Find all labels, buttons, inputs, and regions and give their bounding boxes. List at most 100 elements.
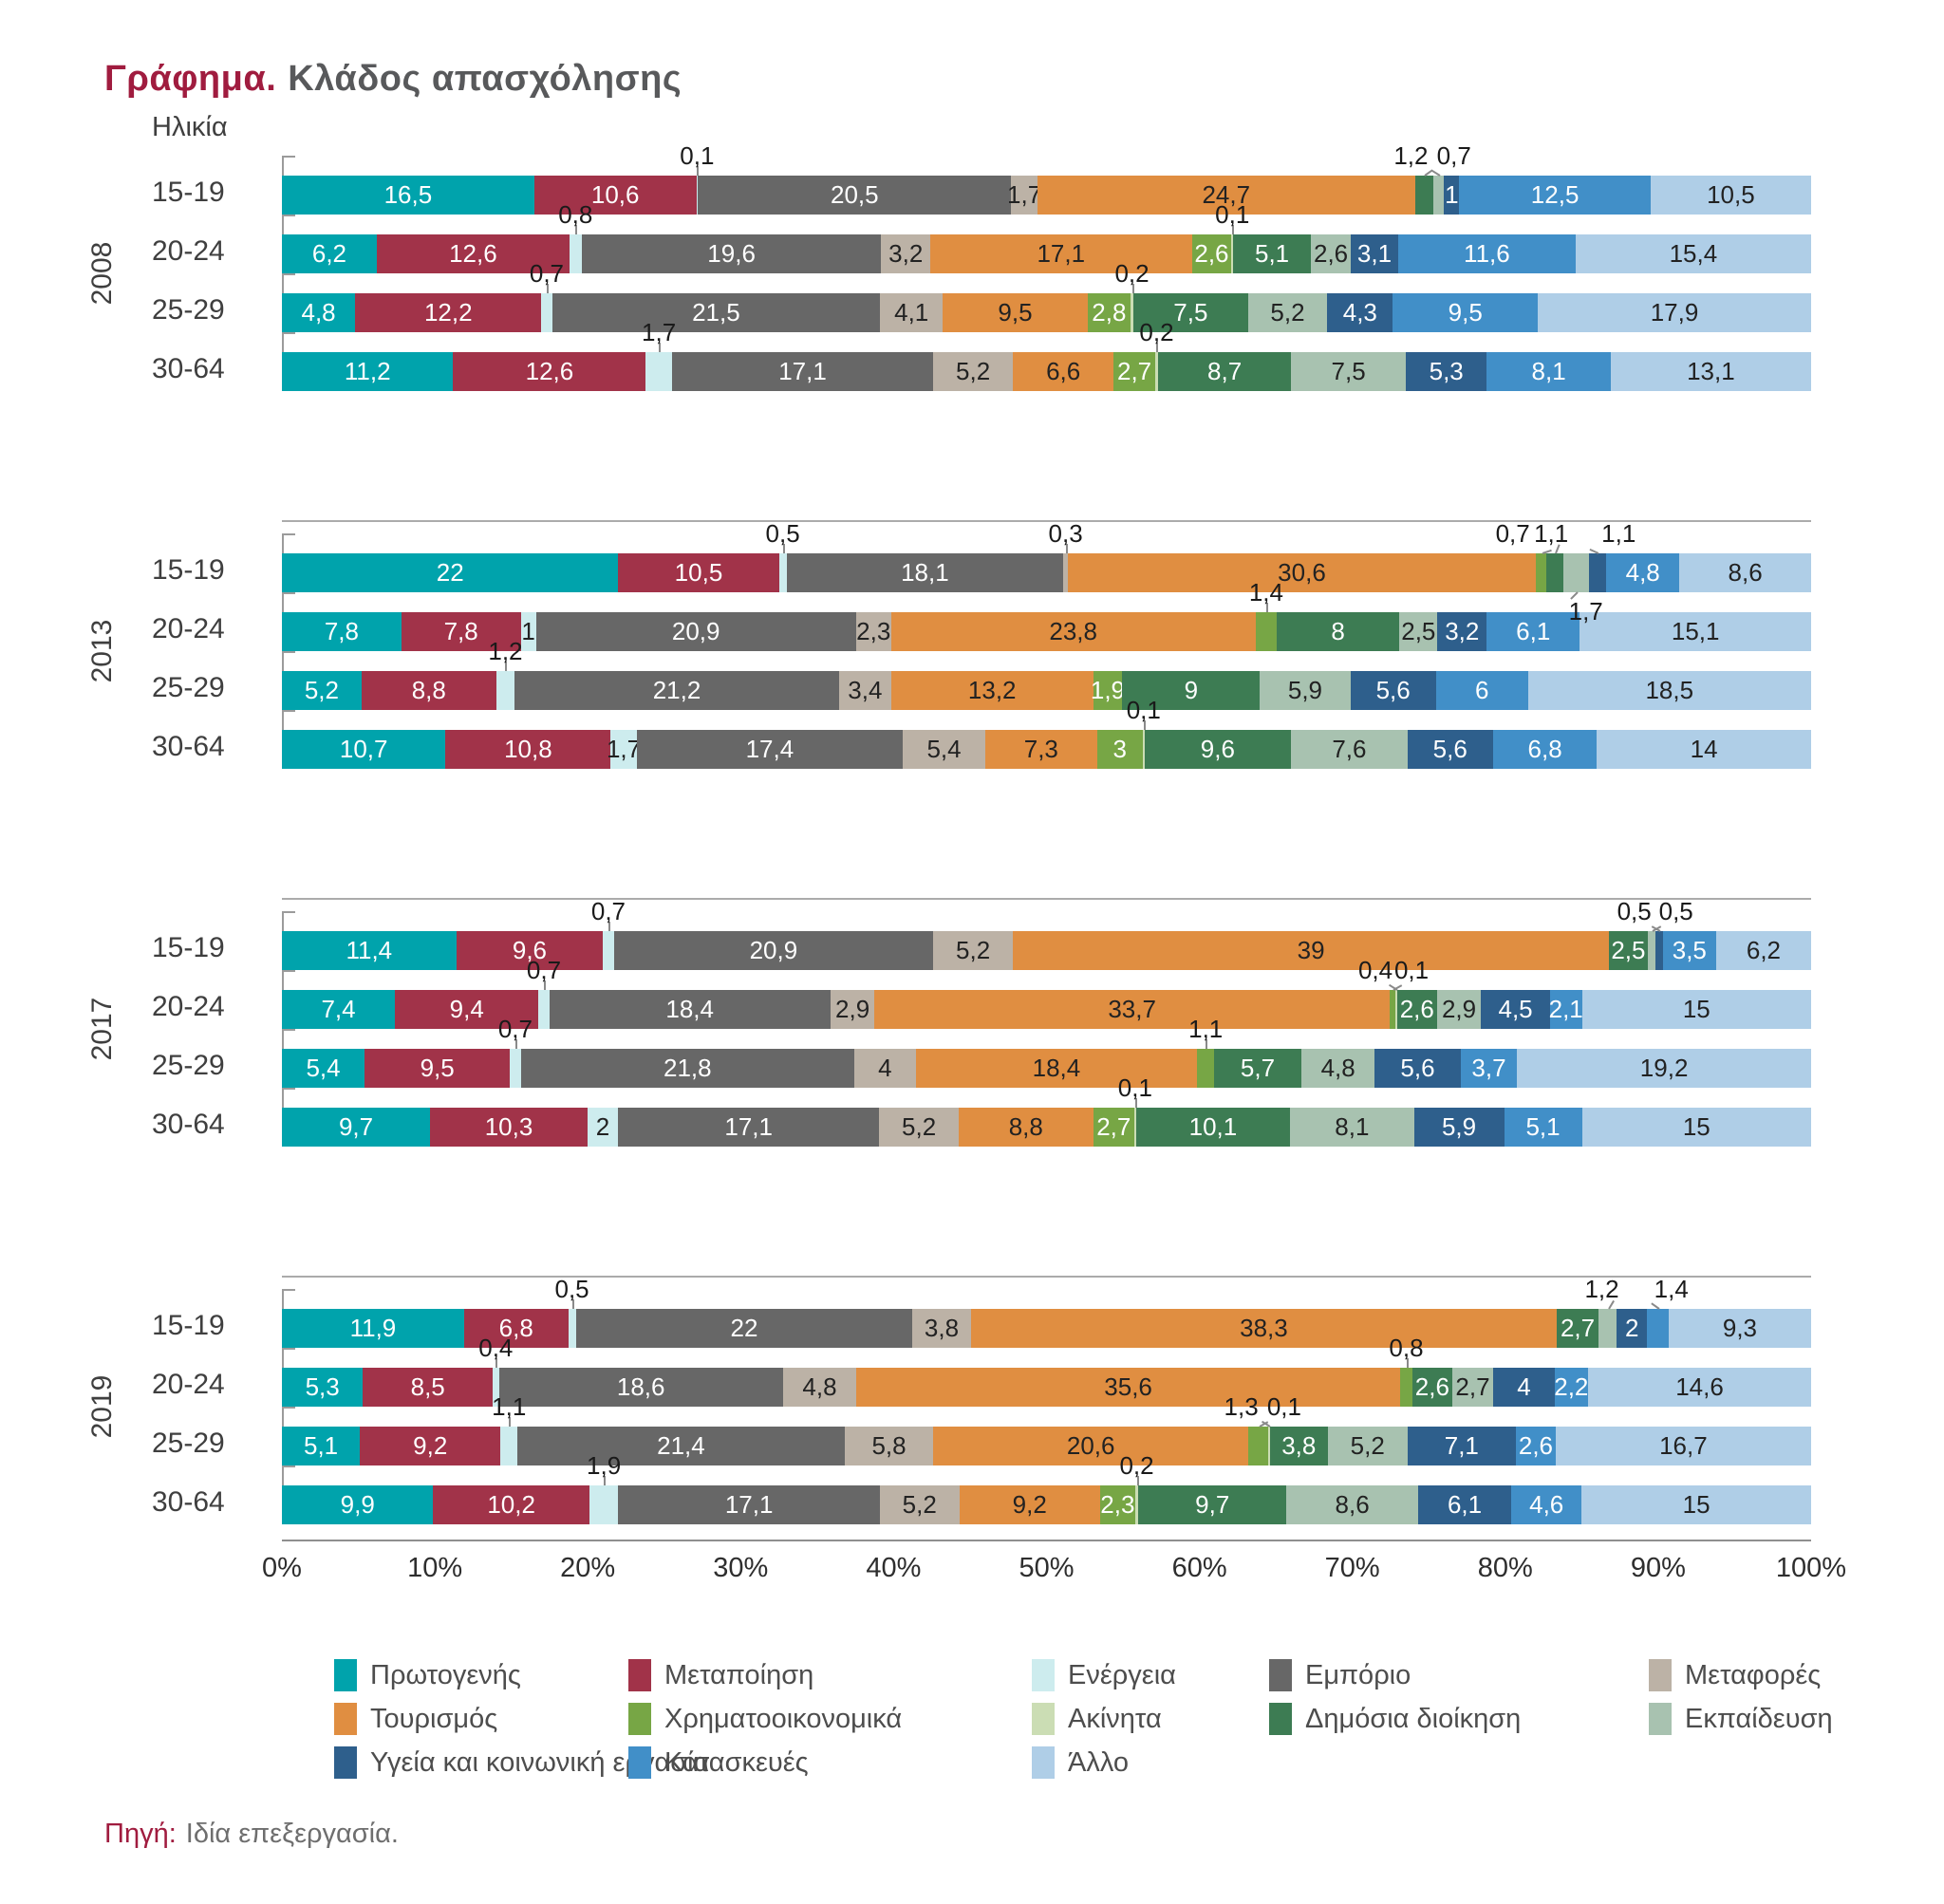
legend-item-Μεταποίηση: Μεταποίηση <box>628 1659 1032 1691</box>
segment-callout-label: 0,5 <box>1658 897 1693 925</box>
group-separator-line <box>282 1276 1811 1278</box>
legend-item-Πρωτογενής: Πρωτογενής <box>334 1659 628 1691</box>
segment-label: 5,1 <box>1525 1112 1561 1141</box>
x-axis-tick-label: 100% <box>1775 1553 1847 1583</box>
segment-label: 9,5 <box>998 298 1033 327</box>
segment-label: 5,2 <box>304 676 339 704</box>
segment-callout-label: 0,1 <box>1266 1392 1301 1421</box>
axis-tick <box>282 156 295 158</box>
age-label: 25-29 <box>152 1050 225 1081</box>
bar-segment-Δημόσια διοίκηση: 9,6 <box>1144 730 1292 769</box>
segment-label: 2,3 <box>1100 1490 1135 1519</box>
bar-segment-Ενέργεια <box>510 1049 521 1088</box>
bar-segment-Δημόσια διοίκηση: 9,7 <box>1138 1485 1287 1524</box>
segment-callout-label: 1,1 <box>1534 519 1569 548</box>
segment-callout-label: 0,4 <box>478 1334 514 1362</box>
callout-leader-line <box>571 1299 574 1309</box>
bar-row: 25-29 1,1 1,3 0,1 5,1 9,2 21,4 5,8 20,6 3,8 5,2 7,1… <box>152 1392 1811 1465</box>
segment-label: 39 <box>1297 936 1325 964</box>
segment-label: 8,1 <box>1531 357 1566 385</box>
segment-label: 15,4 <box>1669 239 1718 268</box>
segment-label: 3,2 <box>888 239 924 268</box>
segment-label: 1,9 <box>1090 676 1126 704</box>
group-rows: 15-19 0,5 1,2 1,4 11,9 6,8 22 3,8 38,3 2,7 2 9,3 20-… <box>152 1275 1811 1524</box>
bar-segment-Χρηματοοικονομικά: 3 <box>1096 730 1143 769</box>
segment-callout-label: 0,7 <box>590 897 626 925</box>
source-prefix: Πηγή: <box>104 1819 177 1849</box>
bar-segment-Εκπαίδευση: 2,9 <box>1436 990 1482 1029</box>
segment-label: 4,5 <box>1498 995 1533 1023</box>
bar-track: 4,8 12,2 21,5 4,1 9,5 2,8 7,5 5,2 4,3 9,5 17,9 <box>282 293 1811 332</box>
segment-label: 2,6 <box>1414 1372 1449 1401</box>
segment-callout-label: 0,2 <box>1119 1451 1154 1480</box>
x-axis-tick-labels: 0% 10% 20% 30% 40% 50% 60% 70% 80% 90% 100% <box>262 1553 1846 1591</box>
segment-label: 5,8 <box>871 1431 907 1460</box>
segment-label: 9,5 <box>1448 298 1483 327</box>
legend-swatch-icon <box>628 1659 651 1691</box>
age-label: 20-24 <box>152 235 225 267</box>
bar-segment-Μεταφορές: 5,2 <box>933 352 1014 391</box>
bar-segment-Ενέργεια <box>778 553 787 592</box>
bar-segment-Κατασκευές: 6,8 <box>1492 730 1598 769</box>
segment-label: 9,4 <box>449 995 484 1023</box>
segment-label: 5,2 <box>902 1112 937 1141</box>
segment-callout-label: 0,1 <box>1117 1073 1152 1102</box>
group-rows: 15-19 0,1 1,2 0,7 16,5 10,6 20,5 1,7 24,7 1 12,5 10… <box>152 141 1811 391</box>
year-group-2008: 2008 15-19 0,1 1,2 0,7 16,5 10,6 20,5 1,7 24,7 1 12… <box>86 141 1822 522</box>
segment-label: 9 <box>1184 676 1199 704</box>
segment-label: 12,2 <box>423 298 473 327</box>
segment-callout-label: 1,9 <box>587 1451 622 1480</box>
segment-callout-label: 1,7 <box>642 318 677 346</box>
segment-label: 5,4 <box>306 1054 341 1082</box>
bar-segment-Υγεία και κοινωνική εργασία: 5,3 <box>1406 352 1487 391</box>
callout-leader-line <box>1156 343 1159 352</box>
bar-segment-Χρηματοοικονομικά <box>1248 1427 1269 1465</box>
segment-label: 20,9 <box>671 617 720 645</box>
bar-segment-Μεταποίηση: 9,6 <box>456 931 604 970</box>
segment-label: 9,2 <box>1012 1490 1047 1519</box>
bar-segment-Εμπόριο: 22 <box>575 1309 913 1348</box>
bar-segment-Υγεία και κοινωνική εργασία: 5,6 <box>1350 671 1436 710</box>
bar-segment-Ακίνητα <box>1134 1485 1139 1524</box>
callout-leader-line <box>1134 1098 1137 1108</box>
segment-label: 18,6 <box>616 1372 665 1401</box>
segment-label: 2,6 <box>1518 1431 1554 1460</box>
bar-row: 30-64 1,7 0,2 11,2 12,6 17,1 5,2 6,6 2,7 8,7 7,5 5,… <box>152 318 1811 391</box>
bar-segment-Μεταποίηση: 10,3 <box>430 1108 588 1147</box>
legend-row: Υγεία και κοινωνική εργασία Κατασκευές Άλλ… <box>334 1741 1897 1784</box>
bar-segment-Ενέργεια <box>495 671 515 710</box>
bar-segment-Υγεία και κοινωνική εργασία: 4,5 <box>1481 990 1550 1029</box>
bar-segment-Ενέργεια: 1 <box>520 612 536 651</box>
callout-leader-line <box>1131 284 1134 293</box>
legend-swatch-icon <box>1032 1659 1055 1691</box>
bar-row: 15-19 0,5 0,3 0,7 1,1 1,7 1,1 22 10,5 18,1 30,6 4,8… <box>152 519 1811 625</box>
bar-segment-Δημόσια διοίκηση: 2,6 <box>1396 990 1437 1029</box>
segment-label: 2,5 <box>1401 617 1436 645</box>
bar-segment-Πρωτογενής: 9,7 <box>282 1108 431 1147</box>
segment-label: 18,5 <box>1645 676 1694 704</box>
segment-label: 21,2 <box>652 676 701 704</box>
segment-callout-label: 0,4 <box>1357 956 1393 984</box>
bar-segment-Πρωτογενής: 4,8 <box>282 293 356 332</box>
callout-leader-line <box>782 544 785 553</box>
bar-segment-Ενέργεια <box>589 1485 619 1524</box>
segment-label: 17,9 <box>1650 298 1699 327</box>
bar-segment-Μεταποίηση: 7,8 <box>401 612 521 651</box>
segment-label: 5,9 <box>1287 676 1323 704</box>
legend-label: Πρωτογενής <box>370 1659 521 1690</box>
axis-tick <box>282 1029 295 1031</box>
bar-segment-Χρηματοοικονομικά: 2,8 <box>1087 293 1131 332</box>
age-label: 30-64 <box>152 731 225 762</box>
legend-label: Κατασκευές <box>664 1746 809 1778</box>
segment-label: 24,7 <box>1202 180 1251 209</box>
bar-segment-Μεταποίηση: 10,8 <box>445 730 611 769</box>
bar-segment-Δημόσια διοίκηση: 9 <box>1122 671 1261 710</box>
segment-label: 17,1 <box>778 357 827 385</box>
bar-segment-Κατασκευές: 6 <box>1435 671 1528 710</box>
segment-label: 18,4 <box>665 995 714 1023</box>
segment-label: 13,2 <box>967 676 1017 704</box>
bar-segment-Ενέργεια <box>696 176 699 215</box>
segment-label: 6,6 <box>1046 357 1081 385</box>
axis-tick <box>282 970 295 972</box>
